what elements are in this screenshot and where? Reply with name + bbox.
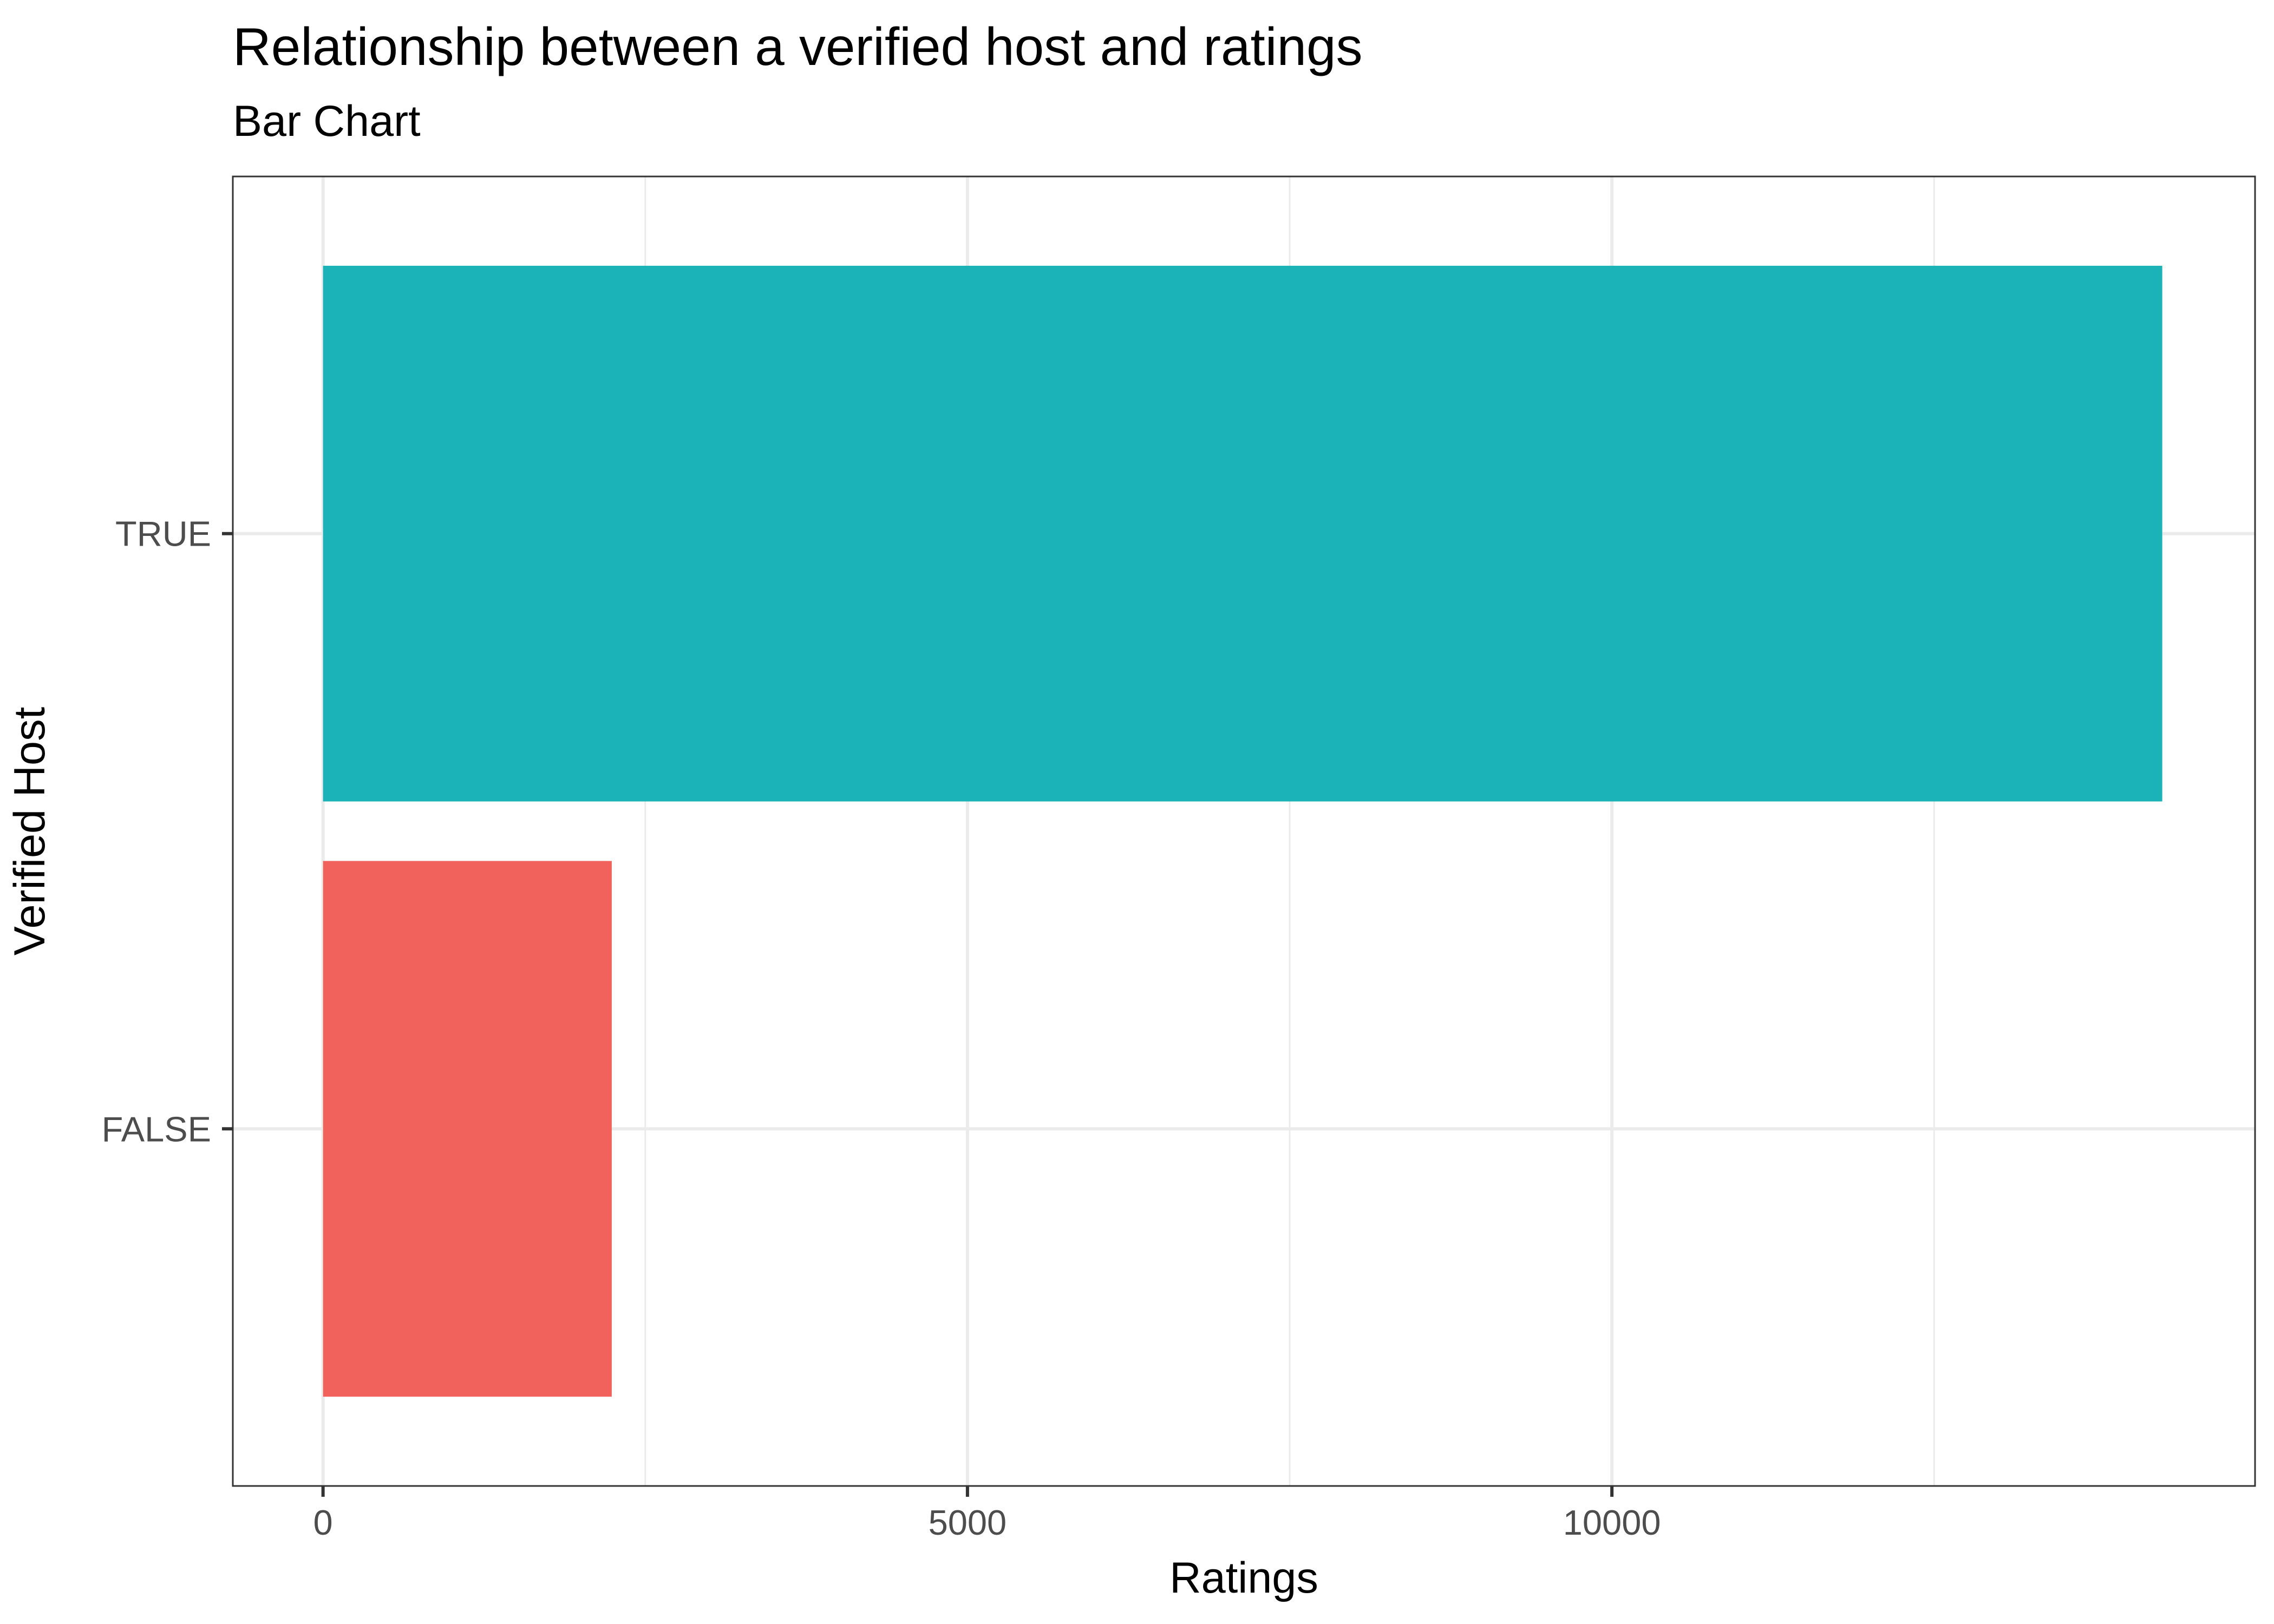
x-tick-label: 0 <box>313 1503 333 1542</box>
bar-true <box>323 265 2162 802</box>
x-axis-ticks: 0 5000 10000 <box>313 1486 1661 1542</box>
y-axis-title: Verified Host <box>5 707 54 955</box>
x-axis-title: Ratings <box>1169 1554 1318 1602</box>
chart-title: Relationship between a verified host and… <box>233 17 1363 76</box>
chart-subtitle: Bar Chart <box>233 97 421 146</box>
plot-panel-border <box>232 175 2256 1487</box>
y-axis-ticks: FALSE TRUE <box>102 514 233 1149</box>
x-tick-label: 5000 <box>929 1503 1007 1542</box>
bars <box>323 265 2162 1397</box>
y-tick-label: TRUE <box>115 514 211 554</box>
bar-false <box>323 861 612 1397</box>
x-tick-label: 10000 <box>1563 1503 1661 1542</box>
y-tick-label: FALSE <box>102 1109 211 1149</box>
